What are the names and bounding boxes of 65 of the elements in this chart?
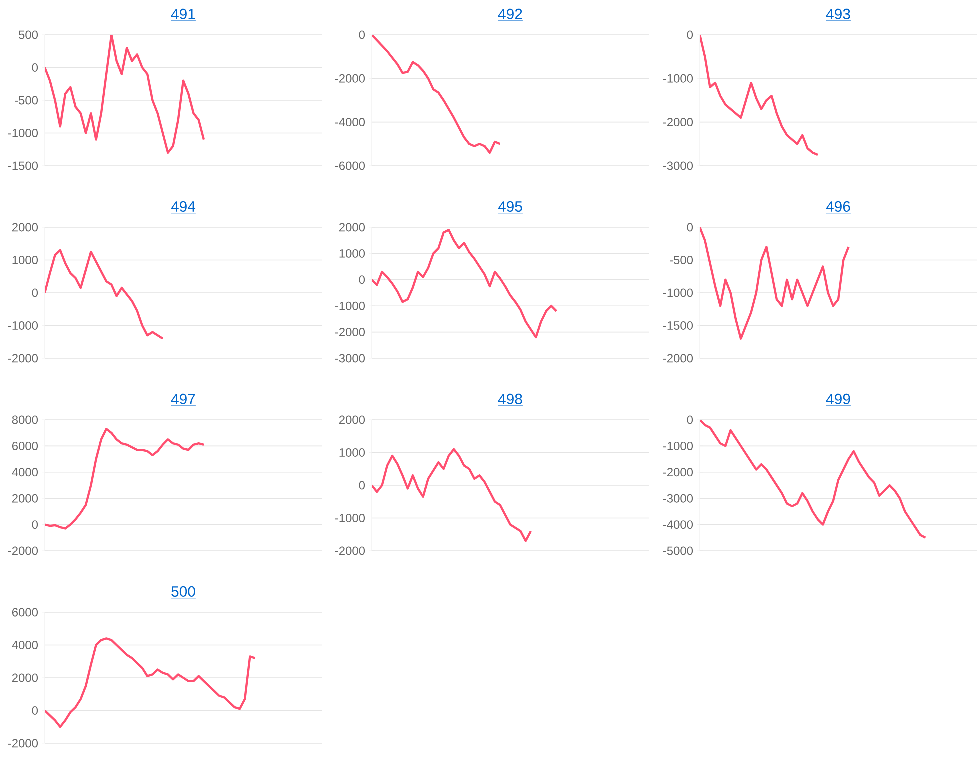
y-tick-label: -2000 xyxy=(8,354,38,363)
y-tick-label: -5000 xyxy=(663,546,694,556)
y-tick-label: -3000 xyxy=(663,162,694,170)
y-tick-label: 4000 xyxy=(12,468,38,477)
y-tick-label: -1500 xyxy=(8,162,38,170)
y-tick-label: -1000 xyxy=(8,129,38,138)
y-tick-label: -2000 xyxy=(335,74,366,83)
y-tick-label: -500 xyxy=(15,96,38,105)
chart-title: 492 xyxy=(498,8,522,20)
y-tick-label: -4000 xyxy=(663,520,694,530)
line-series xyxy=(45,34,206,154)
y-tick-label: 0 xyxy=(687,416,694,424)
y-tick-label: 2000 xyxy=(339,416,366,424)
chart-title: 499 xyxy=(826,394,850,404)
y-tick-label: 0 xyxy=(32,520,38,530)
y-tick-label: -2000 xyxy=(663,118,694,127)
y-tick-label: -1000 xyxy=(8,322,38,330)
y-tick-label: 0 xyxy=(359,481,366,490)
y-tick-label: -1000 xyxy=(335,514,366,522)
y-tick-label: -500 xyxy=(670,256,694,264)
y-tick-label: -4000 xyxy=(335,118,366,127)
y-tick-label: 8000 xyxy=(12,416,38,424)
chart-title: 495 xyxy=(498,201,522,212)
y-tick-label: 0 xyxy=(32,64,38,72)
y-tick-label: -6000 xyxy=(335,162,366,170)
y-tick-label: 6000 xyxy=(12,608,38,617)
y-tick-label: 0 xyxy=(687,223,694,232)
y-tick-label: 2000 xyxy=(12,494,38,503)
y-tick-label: 1000 xyxy=(340,448,366,457)
y-tick-label: 2000 xyxy=(12,223,38,232)
y-tick-label: 2000 xyxy=(12,674,38,682)
chart-title: 496 xyxy=(826,201,850,212)
y-tick-label: 0 xyxy=(687,30,694,40)
chart-title: 494 xyxy=(171,201,196,212)
chart-title: 498 xyxy=(498,394,522,404)
y-tick-label: 500 xyxy=(19,30,38,40)
y-tick-label: -1000 xyxy=(663,74,694,83)
y-tick-label: -2000 xyxy=(663,468,694,477)
y-tick-label: -2000 xyxy=(335,328,366,337)
y-tick-label: -2000 xyxy=(335,546,366,556)
y-tick-label: 1000 xyxy=(340,249,366,258)
y-tick-label: -1000 xyxy=(663,442,694,450)
y-tick-label: 0 xyxy=(359,276,366,284)
y-tick-label: 0 xyxy=(32,706,38,715)
y-tick-label: 4000 xyxy=(12,641,38,650)
line-series xyxy=(45,638,256,728)
y-tick-label: -2000 xyxy=(8,739,38,748)
y-tick-label: -3000 xyxy=(663,494,694,503)
line-series xyxy=(700,227,850,340)
y-tick-label: 0 xyxy=(32,288,38,298)
y-tick-label: 2000 xyxy=(339,223,366,232)
y-tick-label: -1000 xyxy=(663,288,694,298)
y-tick-label: 0 xyxy=(359,30,366,40)
chart-title: 493 xyxy=(826,8,850,20)
chart-title: 500 xyxy=(172,586,196,598)
y-tick-label: -1000 xyxy=(335,302,366,310)
chart-title: 491 xyxy=(171,8,196,20)
y-tick-label: -2000 xyxy=(8,546,38,556)
y-tick-label: 1000 xyxy=(12,256,38,264)
line-series xyxy=(372,229,558,339)
chart-title: 497 xyxy=(171,394,196,404)
y-tick-label: -1500 xyxy=(663,322,694,330)
y-tick-label: 6000 xyxy=(12,442,38,450)
y-tick-label: -3000 xyxy=(335,354,366,363)
y-tick-label: -2000 xyxy=(663,354,694,363)
